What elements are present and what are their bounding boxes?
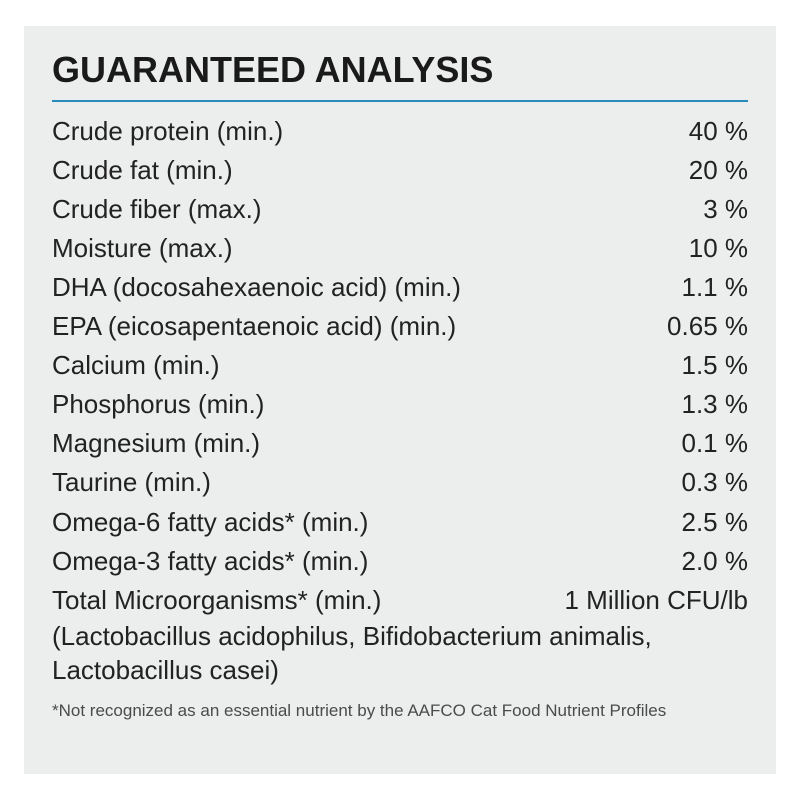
nutrient-row: Phosphorus (min.)1.3 % — [52, 387, 748, 422]
nutrient-value: 3 % — [691, 192, 748, 227]
panel-title: GUARANTEED ANALYSIS — [52, 50, 748, 90]
nutrient-row: Crude protein (min.)40 % — [52, 114, 748, 149]
nutrient-rows: Crude protein (min.)40 %Crude fat (min.)… — [52, 114, 748, 618]
nutrient-row: Crude fat (min.)20 % — [52, 153, 748, 188]
nutrient-label: Crude fat (min.) — [52, 153, 677, 188]
microorganism-list: (Lactobacillus acidophilus, Bifidobacter… — [52, 620, 692, 688]
nutrient-label: EPA (eicosapentaenoic acid) (min.) — [52, 309, 655, 344]
nutrient-value: 1.5 % — [670, 348, 749, 383]
nutrient-label: DHA (docosahexaenoic acid) (min.) — [52, 270, 670, 305]
nutrient-value: 10 % — [677, 231, 748, 266]
nutrient-row: Omega-3 fatty acids* (min.)2.0 % — [52, 544, 748, 579]
analysis-panel: GUARANTEED ANALYSIS Crude protein (min.)… — [24, 26, 776, 774]
nutrient-value: 0.1 % — [670, 426, 749, 461]
nutrient-row: Calcium (min.)1.5 % — [52, 348, 748, 383]
nutrient-label: Crude protein (min.) — [52, 114, 677, 149]
footnote: *Not recognized as an essential nutrient… — [52, 701, 748, 721]
nutrient-value: 20 % — [677, 153, 748, 188]
nutrient-label: Magnesium (min.) — [52, 426, 670, 461]
nutrient-value: 0.3 % — [670, 465, 749, 500]
title-rule — [52, 100, 748, 102]
nutrient-label: Calcium (min.) — [52, 348, 670, 383]
nutrient-row: Total Microorganisms* (min.)1 Million CF… — [52, 583, 748, 618]
nutrient-value: 0.65 % — [655, 309, 748, 344]
page: GUARANTEED ANALYSIS Crude protein (min.)… — [0, 0, 800, 800]
nutrient-value: 2.5 % — [670, 505, 749, 540]
nutrient-label: Crude fiber (max.) — [52, 192, 691, 227]
nutrient-row: EPA (eicosapentaenoic acid) (min.)0.65 % — [52, 309, 748, 344]
nutrient-value: 40 % — [677, 114, 748, 149]
nutrient-label: Omega-3 fatty acids* (min.) — [52, 544, 670, 579]
nutrient-label: Taurine (min.) — [52, 465, 670, 500]
nutrient-label: Total Microorganisms* (min.) — [52, 583, 553, 618]
nutrient-value: 1.1 % — [670, 270, 749, 305]
nutrient-value: 1 Million CFU/lb — [553, 583, 749, 618]
nutrient-row: DHA (docosahexaenoic acid) (min.)1.1 % — [52, 270, 748, 305]
nutrient-row: Crude fiber (max.)3 % — [52, 192, 748, 227]
nutrient-label: Moisture (max.) — [52, 231, 677, 266]
nutrient-row: Omega-6 fatty acids* (min.)2.5 % — [52, 505, 748, 540]
nutrient-label: Phosphorus (min.) — [52, 387, 670, 422]
nutrient-row: Taurine (min.)0.3 % — [52, 465, 748, 500]
nutrient-row: Moisture (max.)10 % — [52, 231, 748, 266]
nutrient-label: Omega-6 fatty acids* (min.) — [52, 505, 670, 540]
nutrient-row: Magnesium (min.)0.1 % — [52, 426, 748, 461]
nutrient-value: 1.3 % — [670, 387, 749, 422]
nutrient-value: 2.0 % — [670, 544, 749, 579]
